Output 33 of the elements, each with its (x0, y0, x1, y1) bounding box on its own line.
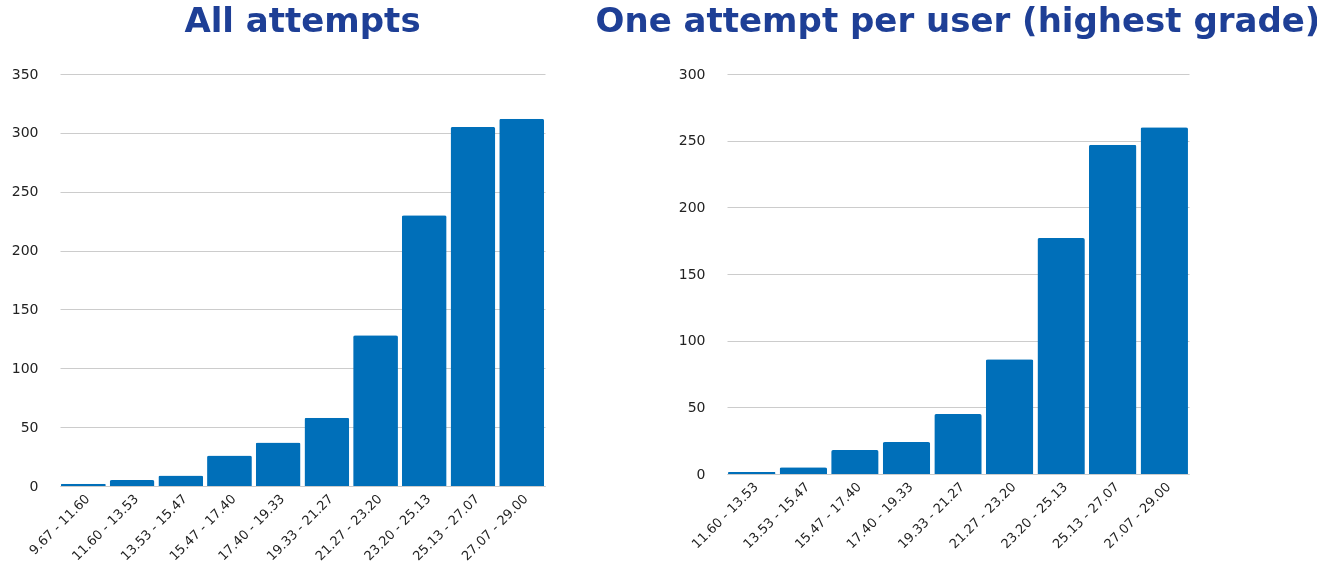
y-tick-label: 50 (20, 418, 39, 435)
bar (450, 126, 496, 486)
y-tick-label: 100 (678, 332, 706, 349)
bar (882, 442, 931, 474)
y-tick-label: 200 (678, 198, 706, 215)
bar (207, 455, 252, 486)
bar (353, 335, 398, 486)
bar (1088, 144, 1137, 474)
bar (255, 442, 301, 486)
bar (831, 450, 879, 474)
y-tick-label: 250 (11, 183, 39, 200)
y-tick-label: 350 (11, 65, 39, 82)
y-tick-label: 0 (29, 477, 39, 494)
bar (401, 215, 447, 486)
bar (499, 118, 545, 486)
y-tick-label: 50 (687, 398, 706, 415)
chart-title: All attempts (184, 0, 421, 40)
y-tick-label: 150 (11, 300, 39, 317)
bar (158, 475, 204, 486)
bar (109, 480, 155, 486)
bar (934, 414, 982, 474)
bar (304, 417, 350, 486)
y-tick-label: 200 (11, 242, 39, 259)
y-tick-label: 100 (11, 359, 39, 376)
y-tick-label: 250 (678, 132, 706, 149)
y-tick-label: 150 (678, 265, 706, 282)
bar (1140, 127, 1188, 474)
y-tick-label: 300 (678, 65, 706, 82)
bar (985, 359, 1034, 474)
bar (1037, 238, 1085, 474)
y-tick-label: 0 (696, 465, 706, 482)
chart-title: One attempt per user (highest grade) (595, 0, 1317, 40)
y-tick-label: 300 (11, 124, 39, 141)
